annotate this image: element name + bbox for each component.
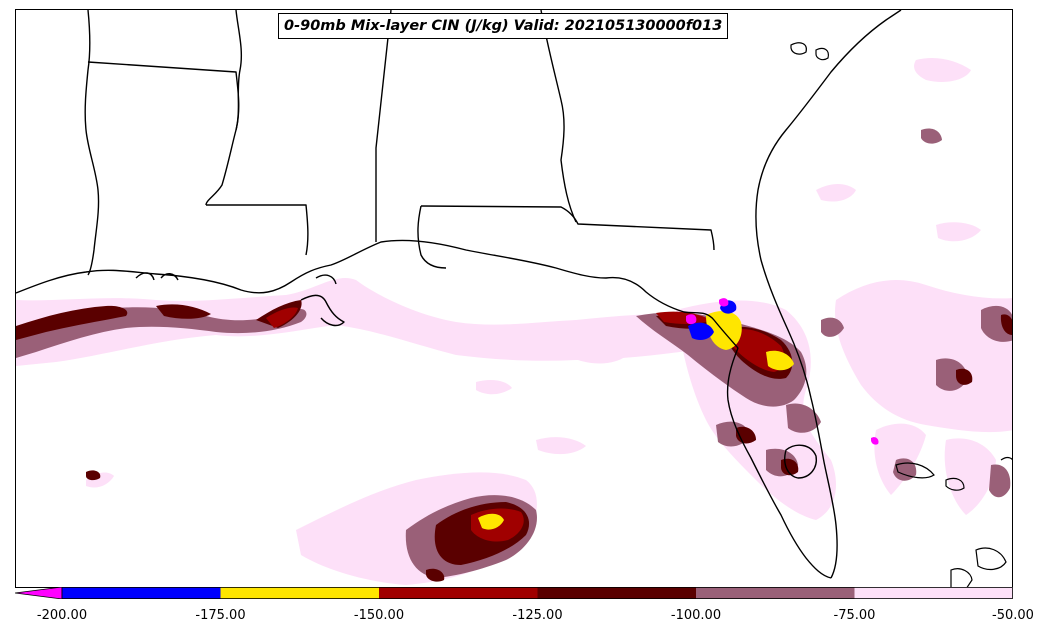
map-title: 0-90mb Mix-layer CIN (J/kg) Valid: 20210…	[278, 13, 729, 39]
cin-shading-magenta	[686, 298, 879, 445]
colorbar-extend-triangle	[15, 587, 63, 599]
colorbar-segment	[62, 587, 221, 599]
colorbar-tick-label: -150.00	[353, 608, 405, 623]
colorbar-segments	[15, 587, 1013, 599]
colorbar-tick-labels: -200.00 -175.00 -150.00 -125.00 -100.00 -75.0…	[0, 608, 1044, 628]
map-canvas	[16, 10, 1012, 587]
islands	[790, 42, 1012, 587]
colorbar-tick-label: -200.00	[36, 608, 88, 623]
colorbar	[15, 587, 1013, 599]
coastlines-and-borders	[16, 10, 902, 579]
colorbar-segment	[854, 587, 1013, 599]
colorbar-tick-label: -100.00	[670, 608, 722, 623]
colorbar-segment	[379, 587, 538, 599]
colorbar-tick-label: -75.00	[833, 608, 876, 623]
colorbar-tick-label: -50.00	[992, 608, 1034, 623]
colorbar-tick-label: -175.00	[195, 608, 246, 623]
map-panel	[15, 9, 1013, 588]
colorbar-outline	[61, 587, 1013, 599]
colorbar-segment	[220, 587, 380, 599]
colorbar-segment	[537, 587, 697, 599]
colorbar-tick-label: -125.00	[512, 608, 563, 623]
colorbar-segment	[696, 587, 855, 599]
